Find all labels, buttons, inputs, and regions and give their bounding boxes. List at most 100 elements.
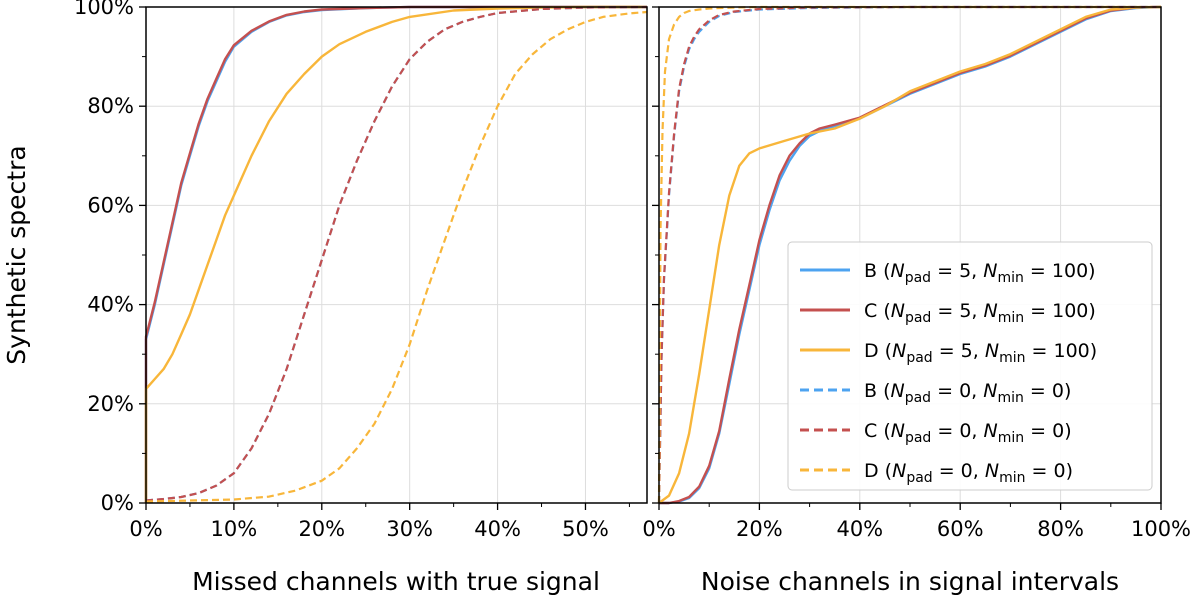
- left-x-tick-label: 30%: [386, 517, 433, 541]
- left-series-c-solid-line: [144, 5, 647, 503]
- legend-equals: =: [931, 260, 959, 282]
- legend-punct: ,: [971, 300, 983, 322]
- left-x-tick-label: 0%: [129, 517, 162, 541]
- legend-series-name: B: [864, 260, 877, 282]
- legend-subscript: min: [999, 350, 1025, 366]
- legend-subscript: pad: [905, 310, 931, 326]
- legend-equals: =: [1024, 300, 1052, 322]
- legend-nmin-value: 0: [1052, 420, 1064, 442]
- legend-n-symbol: N: [984, 300, 998, 322]
- legend-punct: (: [877, 380, 890, 402]
- legend-npad-value: 0: [959, 380, 971, 402]
- legend-equals: =: [933, 460, 961, 482]
- left-x-tick-label: 40%: [474, 517, 521, 541]
- right-x-tick-label: 0%: [642, 517, 675, 541]
- legend-label: C (Npad = 0, Nmin = 0): [864, 420, 1072, 446]
- right-x-tick-label: 100%: [1131, 517, 1191, 541]
- left-x-tick-label: 10%: [211, 517, 258, 541]
- legend-series-name: C: [864, 420, 877, 442]
- legend-subscript: pad: [906, 350, 932, 366]
- legend-nmin-value: 100: [1052, 260, 1088, 282]
- right-x-tick-label: 40%: [836, 517, 883, 541]
- legend-n-symbol: N: [983, 380, 997, 402]
- left-ticks: 0% 10% 20% 30% 40% 50% 0% 20% 40% 60% 80% 100%: [74, 0, 630, 541]
- legend: B (Npad = 5, Nmin = 100)C (Npad = 5, Nmi…: [787, 241, 1153, 491]
- legend-punct: ): [1064, 380, 1071, 402]
- legend-subscript: min: [997, 270, 1023, 286]
- left-panel: 0% 10% 20% 30% 40% 50% 0% 20% 40% 60% 80% 100% Miss…: [2, 0, 648, 596]
- legend-subscript: min: [997, 390, 1023, 406]
- legend-items: B (Npad = 5, Nmin = 100)C (Npad = 5, Nmi…: [800, 260, 1097, 486]
- left-x-tick-label: 20%: [298, 517, 345, 541]
- left-x-tick-label: 50%: [562, 517, 609, 541]
- legend-punct: ,: [973, 460, 985, 482]
- legend-subscript: pad: [905, 270, 931, 286]
- y-tick-label: 40%: [87, 293, 134, 317]
- y-tick-label: 100%: [74, 0, 134, 19]
- right-ticks: 0% 20% 40% 60% 80% 100%: [642, 6, 1191, 541]
- legend-punct: ,: [971, 260, 983, 282]
- legend-punct: (: [877, 260, 890, 282]
- legend-n-symbol: N: [892, 460, 906, 482]
- legend-n-symbol: N: [985, 340, 999, 362]
- legend-subscript: min: [998, 310, 1024, 326]
- right-x-tick-label: 60%: [937, 517, 984, 541]
- left-x-axis-label: Missed channels with true signal: [192, 567, 600, 596]
- legend-n-symbol: N: [985, 460, 999, 482]
- legend-label: B (Npad = 0, Nmin = 0): [864, 380, 1071, 406]
- legend-subscript: min: [999, 470, 1025, 486]
- legend-equals: =: [931, 420, 959, 442]
- y-tick-label: 60%: [87, 193, 134, 217]
- legend-equals: =: [1024, 420, 1052, 442]
- y-tick-label: 80%: [87, 94, 134, 118]
- legend-equals: =: [931, 380, 959, 402]
- legend-n-symbol: N: [892, 340, 906, 362]
- y-axis-label: Synthetic spectra: [2, 145, 31, 364]
- left-series-d-solid-line: [144, 5, 647, 503]
- legend-subscript: pad: [906, 470, 932, 486]
- legend-equals: =: [1025, 460, 1053, 482]
- legend-npad-value: 5: [961, 340, 973, 362]
- legend-series-name: B: [864, 380, 877, 402]
- legend-equals: =: [1025, 340, 1053, 362]
- legend-equals: =: [933, 340, 961, 362]
- legend-label: B (Npad = 5, Nmin = 100): [864, 260, 1096, 286]
- legend-subscript: pad: [905, 430, 931, 446]
- legend-punct: ): [1088, 260, 1095, 282]
- legend-subscript: min: [998, 430, 1024, 446]
- legend-npad-value: 5: [959, 300, 971, 322]
- legend-n-symbol: N: [891, 300, 905, 322]
- legend-box: [787, 241, 1153, 491]
- legend-punct: ): [1066, 460, 1073, 482]
- legend-punct: (: [877, 300, 890, 322]
- legend-nmin-value: 0: [1052, 380, 1064, 402]
- right-x-axis-label: Noise channels in signal intervals: [701, 567, 1119, 596]
- legend-label: D (Npad = 5, Nmin = 100): [864, 340, 1097, 366]
- legend-label: D (Npad = 0, Nmin = 0): [864, 460, 1073, 486]
- legend-series-name: D: [864, 340, 879, 362]
- legend-punct: ,: [971, 420, 983, 442]
- legend-punct: ): [1090, 340, 1097, 362]
- left-series-d-dashed-line: [145, 10, 648, 503]
- left-series-lines: [144, 5, 648, 503]
- right-x-tick-label: 20%: [736, 517, 783, 541]
- legend-equals: =: [931, 300, 959, 322]
- legend-series-name: D: [864, 460, 879, 482]
- legend-punct: (: [877, 420, 890, 442]
- legend-label: C (Npad = 5, Nmin = 100): [864, 300, 1096, 326]
- legend-punct: (: [879, 460, 892, 482]
- y-tick-label: 20%: [87, 392, 134, 416]
- legend-subscript: pad: [905, 390, 931, 406]
- legend-npad-value: 0: [959, 420, 971, 442]
- left-series-c-dashed-line: [145, 5, 648, 502]
- legend-n-symbol: N: [891, 380, 905, 402]
- legend-nmin-value: 100: [1053, 340, 1089, 362]
- y-tick-label: 0%: [101, 491, 134, 515]
- legend-series-name: C: [864, 300, 877, 322]
- legend-npad-value: 5: [959, 260, 971, 282]
- legend-punct: ): [1088, 300, 1095, 322]
- legend-n-symbol: N: [891, 260, 905, 282]
- legend-nmin-value: 100: [1052, 300, 1088, 322]
- legend-nmin-value: 0: [1053, 460, 1065, 482]
